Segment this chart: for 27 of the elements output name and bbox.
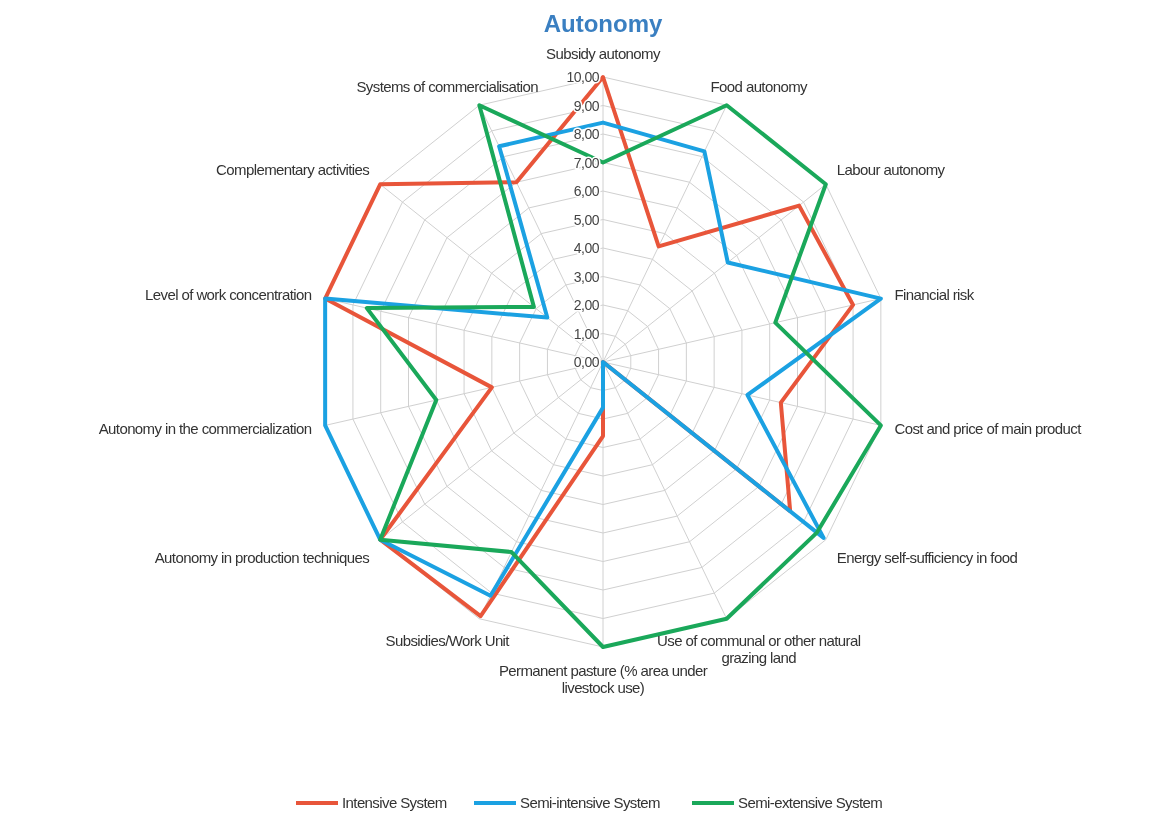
spoke-label: Energy self-sufficiency in food [836, 549, 1018, 567]
spoke-label: Permanent pasture (% area under livestock use) [498, 662, 708, 696]
y-tick-label: 4,00 [573, 240, 600, 256]
spoke-label: Subsidies/Work Unit [385, 632, 511, 650]
spoke-label: Food autonomy [710, 77, 809, 95]
y-tick-label: 6,00 [573, 183, 600, 199]
legend-label: Semi-intensive System [520, 794, 661, 811]
y-tick-label: 1,00 [573, 325, 600, 342]
spoke-label: Level of work concentration [145, 286, 312, 304]
y-tick-label: 5,00 [573, 211, 600, 228]
y-tick-label: 2,00 [573, 297, 600, 313]
spoke-label: Subsidy autonomy [546, 45, 661, 62]
spoke-label: Labour autonomy [836, 160, 946, 178]
legend-label: Semi-extensive System [738, 794, 883, 811]
spoke-label: Cost and price of main product [894, 419, 1083, 437]
y-tick-label: 3,00 [573, 268, 600, 285]
spoke-label: Autonomy in the commercialization [98, 419, 312, 437]
spoke-label: Systems of commercialisation [356, 77, 539, 95]
y-tick-label: 0,00 [573, 354, 600, 370]
y-tick-label: 7,00 [573, 154, 600, 171]
spoke-label: Complementary activities [216, 160, 370, 178]
spoke-label: Autonomy in production techniques [154, 549, 370, 567]
chart-title: Autonomy [543, 10, 663, 37]
y-tick-label: 10,00 [566, 69, 600, 85]
y-tick-label: 8,00 [573, 126, 600, 142]
legend-label: Intensive System [342, 794, 447, 811]
spoke-label: Financial risk [894, 286, 975, 304]
